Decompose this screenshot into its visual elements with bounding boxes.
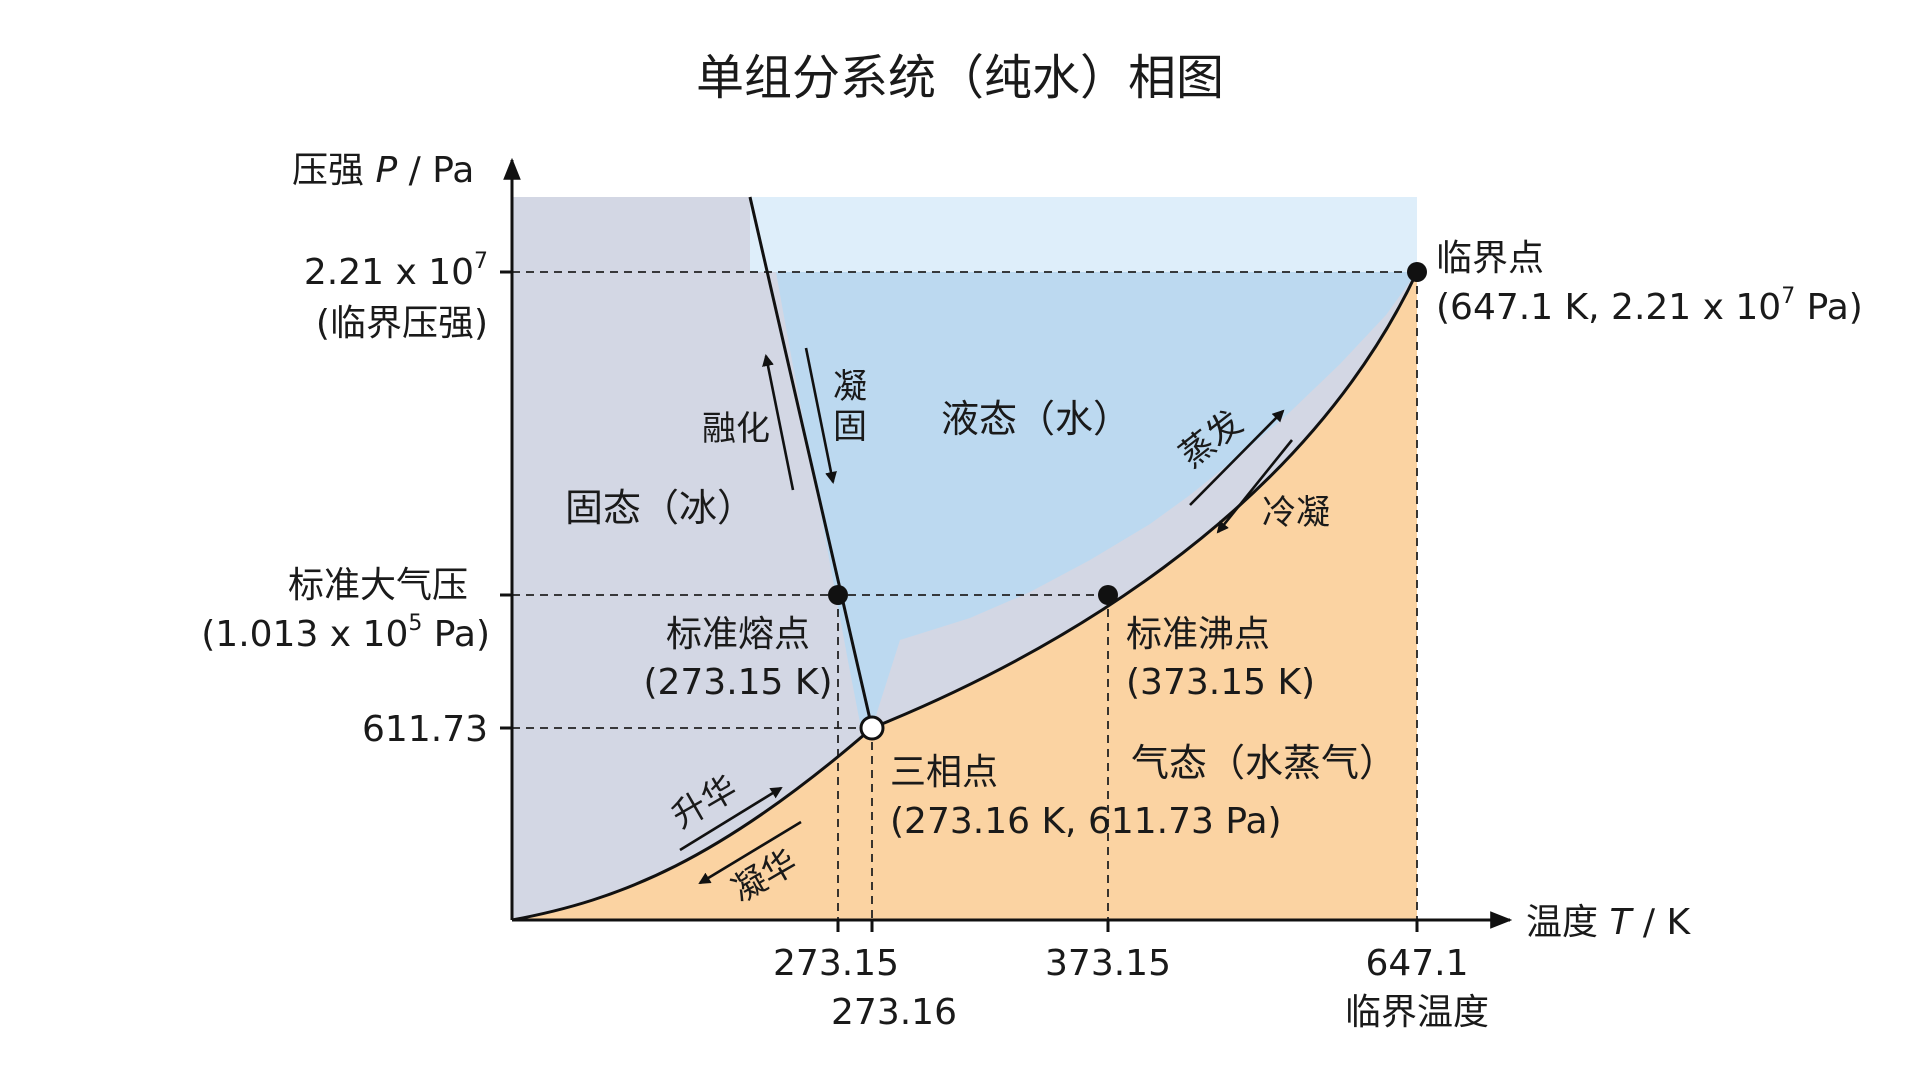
critical-point-name: 临界点 — [1436, 238, 1544, 279]
y-tick-critical-label: 2.21 x 107 — [304, 249, 488, 293]
sublimation-arrow — [679, 786, 783, 852]
liquid-region-label: 液态（水） — [941, 397, 1131, 441]
y-tick-critical-base: 2.21 x 10 — [304, 252, 474, 293]
y-tick-critical-note: (临界压强) — [316, 303, 488, 344]
deposition-arrow — [698, 820, 802, 885]
x-tick-boiling-label: 373.15 — [1045, 943, 1171, 984]
chart-title: 单组分系统（纯水）相图 — [696, 50, 1224, 106]
x-axis-label: 温度 T / K — [1526, 902, 1691, 943]
gas-region-label: 气态（水蒸气） — [1131, 741, 1397, 785]
liquid-upper-region — [750, 197, 1417, 272]
y-axis-label-var: P — [375, 150, 397, 191]
critical-point-coords: (647.1 K, 2.21 x 107 Pa) — [1436, 284, 1863, 328]
solid-region-label: 固态（冰） — [565, 486, 755, 530]
melting-point-marker — [828, 585, 848, 605]
boiling-point-coords: (373.15 K) — [1126, 662, 1315, 703]
critical-point-coords-exp: 7 — [1781, 284, 1795, 309]
critical-point-coords-base: (647.1 K, 2.21 x 10 — [1436, 287, 1781, 328]
y-tick-standard-tail: Pa) — [422, 614, 490, 655]
melting-arrow — [762, 354, 795, 491]
freezing-label-bottom: 固 — [833, 407, 867, 447]
x-axis-label-prefix: 温度 — [1526, 902, 1609, 943]
y-axis-label-prefix: 压强 — [292, 150, 375, 191]
boiling-point-marker — [1098, 585, 1118, 605]
triple-point-coords: (273.16 K, 611.73 Pa) — [890, 801, 1282, 842]
y-tick-standard-value: (1.013 x 105 Pa) — [201, 611, 490, 655]
melting-point-coords: (273.15 K) — [643, 662, 832, 703]
boiling-point-name: 标准沸点 — [1126, 614, 1270, 655]
evaporation-arrow — [1189, 409, 1285, 506]
melting-label: 融化 — [702, 409, 770, 449]
sublimation-curve — [511, 726, 873, 922]
y-tick-critical-exp: 7 — [474, 249, 488, 274]
condensation-label: 冷凝 — [1262, 493, 1330, 533]
x-tick-triple-label: 273.16 — [831, 992, 957, 1033]
critical-point-marker — [1407, 262, 1427, 282]
triple-point-name: 三相点 — [890, 752, 998, 793]
vaporization-curve — [871, 271, 1419, 730]
melting-point-name: 标准熔点 — [666, 614, 810, 655]
x-tick-melting-label: 273.15 — [773, 943, 899, 984]
freezing-label-top: 凝 — [833, 367, 867, 407]
x-axis-label-var: T — [1609, 902, 1634, 943]
y-axis-label: 压强 P / Pa — [292, 150, 474, 191]
y-tick-standard-label: 标准大气压 — [288, 565, 468, 606]
gas-region — [512, 272, 1417, 920]
condensation-arrow — [1216, 439, 1294, 534]
y-tick-standard-exp: 5 — [408, 611, 422, 636]
x-axis-label-unit: / K — [1631, 902, 1691, 943]
freezing-arrow — [804, 347, 837, 484]
melting-curve — [748, 196, 874, 729]
y-tick-standard-base: (1.013 x 10 — [201, 614, 408, 655]
x-tick-critical-label: 647.1 — [1365, 943, 1468, 984]
y-axis-label-unit: / Pa — [397, 150, 474, 191]
critical-point-coords-tail: Pa) — [1795, 287, 1863, 328]
x-tick-critical-note: 临界温度 — [1345, 992, 1489, 1033]
y-tick-triple-label: 611.73 — [362, 709, 488, 750]
triple-point-marker — [859, 715, 885, 741]
liquid-region — [764, 272, 1417, 728]
